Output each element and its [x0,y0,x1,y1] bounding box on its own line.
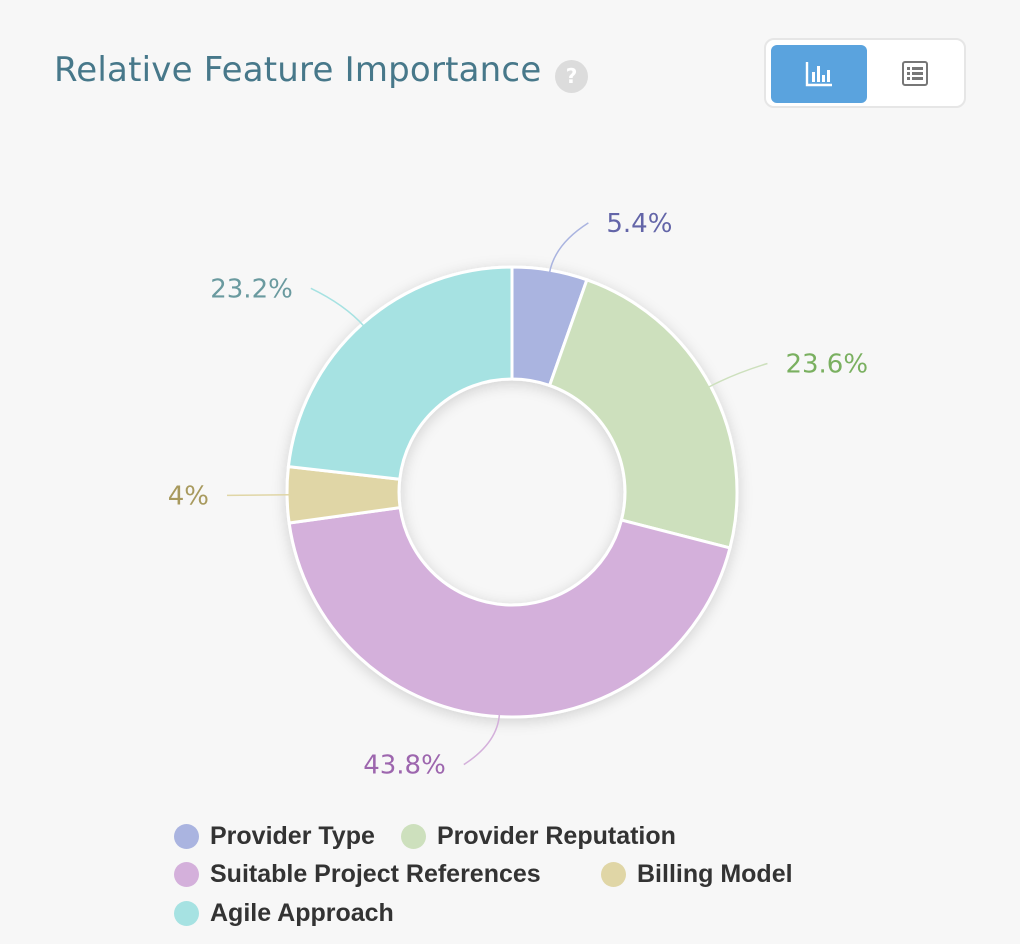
bar-chart-icon [805,62,832,87]
leader-line-agile-approach [310,287,365,327]
slice-label-agile-approach: 23.2% [210,274,293,304]
legend-label: Agile Approach [210,899,394,927]
slice-agile-approach[interactable] [286,265,514,481]
legend-swatch [401,824,426,849]
legend-item-billing-model[interactable]: Billing Model [601,860,793,889]
chart-title: Relative Feature Importance [54,50,542,90]
legend-label: Provider Reputation [437,822,676,850]
slice-label-provider-type: 5.4% [606,209,672,239]
legend-label: Provider Type [210,822,375,850]
legend-swatch [601,862,626,887]
chart-view-button[interactable] [771,45,867,103]
view-toggle [764,38,966,108]
leader-line-suitable-project-references [463,713,501,766]
legend-item-suitable-project-references[interactable]: Suitable Project References [174,860,541,889]
help-icon[interactable]: ? [555,60,588,93]
table-view-button[interactable] [867,45,963,103]
legend-item-provider-type[interactable]: Provider Type [174,822,375,851]
leader-line-billing-model [227,494,291,497]
legend-swatch [174,824,199,849]
slice-suitable-project-references[interactable] [287,505,732,719]
slice-label-provider-reputation: 23.6% [785,349,868,379]
legend-item-agile-approach[interactable]: Agile Approach [174,899,394,928]
legend-swatch [174,901,199,926]
legend-label: Billing Model [637,860,793,888]
legend-label: Suitable Project References [210,860,541,888]
legend-swatch [174,862,199,887]
slice-provider-reputation[interactable] [547,277,739,550]
slice-label-billing-model: 4% [168,481,209,511]
legend-item-provider-reputation[interactable]: Provider Reputation [401,822,676,851]
list-table-icon [902,61,928,86]
slice-label-suitable-project-references: 43.8% [363,751,446,781]
leader-line-provider-type [548,222,589,274]
leader-line-provider-reputation [707,362,768,389]
